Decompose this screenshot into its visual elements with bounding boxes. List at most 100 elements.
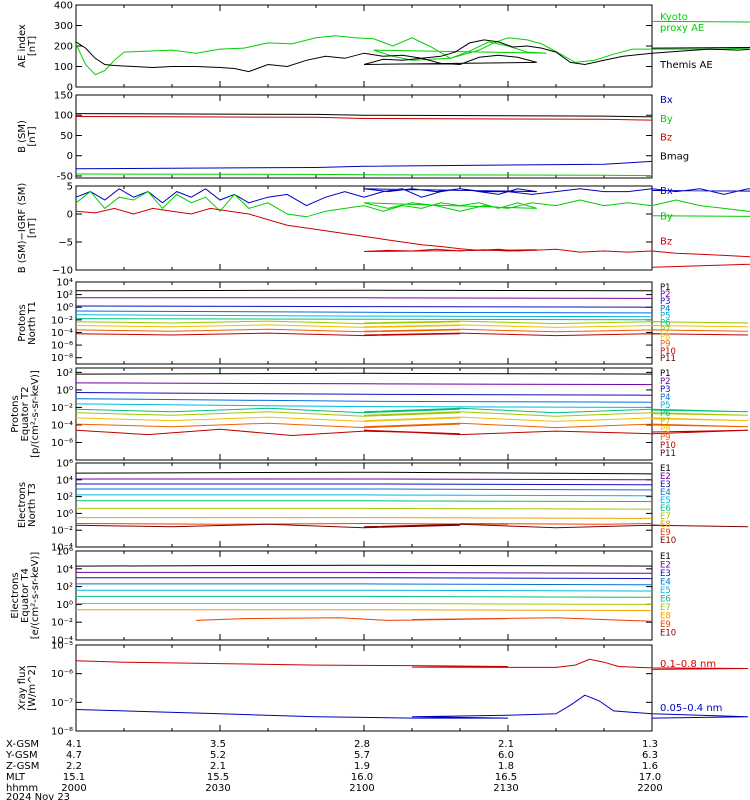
y-tick-label: 10⁻⁴ [51, 636, 73, 647]
legend-entry: P9 [660, 340, 671, 350]
legend-entry: P1 [660, 283, 671, 293]
y-tick-label: 10⁻⁸ [51, 353, 73, 364]
series-line [75, 523, 749, 529]
series-line [75, 407, 749, 414]
orbit-label-zgsm: Z-GSM [6, 761, 39, 772]
y-tick-label: 10⁻⁴ [51, 328, 73, 339]
orbit-value: 2000 [61, 783, 86, 794]
legend-entry: 0.1–0.8 nm [660, 659, 716, 670]
panel-frame [75, 644, 653, 732]
series-line [75, 372, 653, 375]
legend-entry: Themis AE [659, 60, 713, 71]
orbit-value: 2.8 [354, 739, 370, 750]
y-tick-label: -50 [57, 171, 73, 182]
y-tick-label: 0 [67, 151, 73, 162]
legend-entry: E6 [660, 504, 671, 514]
series-line [75, 564, 653, 567]
legend-entry: E3 [660, 480, 671, 490]
orbit-value: 6.0 [498, 750, 514, 761]
series-line [75, 522, 653, 525]
y-axis-label: [nT] [27, 126, 38, 146]
series-line [75, 20, 750, 76]
y-tick-label: 10⁴ [56, 278, 73, 289]
panel-frame [75, 367, 653, 461]
series-line [75, 160, 653, 170]
series-line [75, 314, 653, 318]
legend-entry: E8 [660, 520, 671, 530]
y-axis-label: [nT] [27, 36, 38, 56]
panel-frame [75, 462, 653, 548]
y-tick-label: 10⁻² [51, 403, 73, 414]
legend-entry: E9 [660, 528, 671, 538]
orbit-value: 2.1 [210, 761, 226, 772]
y-axis-label: Equator T2 [20, 387, 31, 442]
orbit-label-ygsm: Y-GSM [5, 750, 38, 761]
y-tick-label: 0 [67, 210, 73, 221]
orbit-value: 1.3 [642, 739, 658, 750]
orbit-value: 16.5 [495, 772, 517, 783]
panel-xray: 10⁻⁵ 10⁻⁶ 10⁻⁷ 10⁻⁸ Xray flux [W/m^2] 0.1–0.8 … [17, 641, 749, 738]
y-tick-label: 10⁶ [56, 459, 73, 470]
series-line [75, 382, 653, 386]
legend-entry: E2 [660, 472, 671, 482]
series-line [76, 595, 653, 598]
legend-entry: P10 [660, 347, 676, 357]
orbit-value: 4.7 [66, 750, 82, 761]
series-line [76, 517, 653, 519]
orbit-value: 5.7 [354, 750, 370, 761]
panel-e_eq: 10⁶ 10⁴ 10² 10⁰ 10⁻² 10⁻⁴ Electrons Equator T4[… [10, 547, 676, 647]
series-line [75, 422, 749, 429]
y-tick-label: 10⁻² [51, 315, 73, 326]
legend-entry: By [660, 114, 673, 125]
legend-entry: P8 [660, 333, 671, 343]
legend-entry: E7 [660, 512, 671, 522]
panel-frame [75, 94, 653, 179]
series-line [75, 173, 653, 177]
legend-entry: E2 [660, 561, 671, 571]
series-line [75, 320, 749, 325]
orbit-value: 2.2 [66, 761, 82, 772]
series-line [75, 39, 750, 73]
y-tick-label: 10² [56, 368, 73, 379]
panel-frame [75, 185, 653, 271]
y-tick-label: 150 [54, 91, 73, 102]
series-line [75, 416, 749, 422]
y-tick-label: 10⁰ [56, 509, 73, 520]
y-tick-label: 10⁻⁴ [51, 420, 73, 431]
y-tick-label: 0 [67, 83, 73, 94]
y-axis-label: Xray flux [17, 666, 28, 711]
legend-entry: P3 [660, 385, 671, 395]
y-axis-label: North T1 [27, 301, 38, 345]
series-line [76, 583, 653, 586]
legend-entry: E10 [660, 629, 676, 639]
series-line [76, 603, 653, 605]
orbit-value: 1.8 [498, 761, 514, 772]
y-axis-label: AE index [17, 24, 28, 68]
legend-entry: P7 [660, 326, 671, 336]
orbit-value: 2130 [493, 783, 518, 794]
series-line [75, 332, 749, 337]
panel-frame [75, 4, 653, 88]
legend-entry: P10 [660, 441, 676, 451]
series-line [75, 328, 749, 333]
legend-entry: E9 [660, 620, 671, 630]
orbit-label-hhmm: hhmm [6, 783, 38, 794]
legend-entry: 0.05–0.4 nm [660, 703, 722, 714]
legend-entry: E5 [660, 496, 671, 506]
legend-entry: Bx [660, 186, 673, 197]
legend-entry: P8 [660, 425, 671, 435]
legend-entry: E4 [660, 488, 671, 498]
series-line [76, 478, 653, 481]
series-line [75, 411, 749, 417]
series-line [75, 471, 653, 475]
series-line [75, 403, 653, 408]
series-line [76, 507, 653, 510]
legend-entry: P6 [660, 409, 671, 419]
legend-entry: E6 [660, 595, 671, 605]
y-axis-label: [e/(cm²-s-sr-keV)] [30, 552, 41, 640]
orbit-label-xgsm: X-GSM [6, 739, 39, 750]
y-tick-label: 10² [56, 290, 73, 301]
orbit-value: 15.5 [207, 772, 229, 783]
y-axis-label: [p/(cm²-s-sr-keV)] [30, 370, 41, 458]
